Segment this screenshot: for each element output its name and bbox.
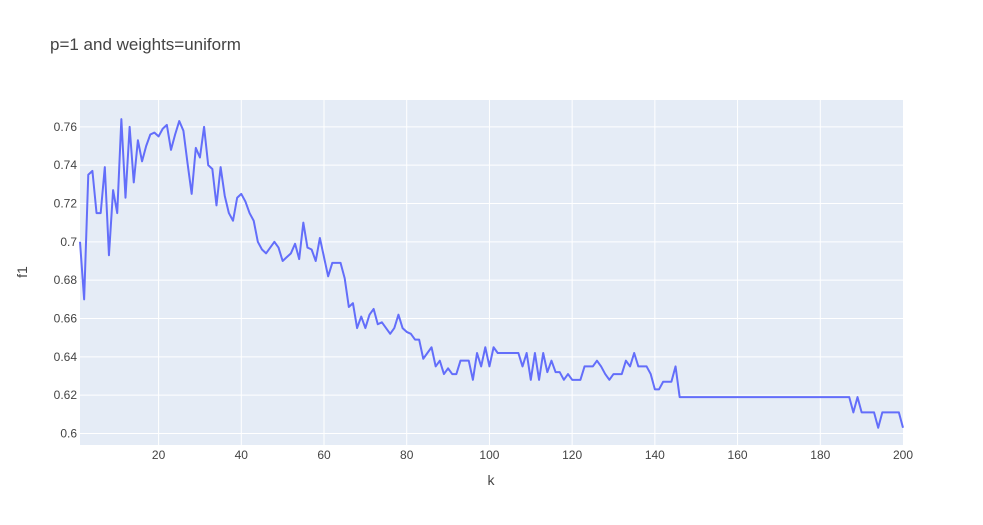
x-tick-label: 160	[728, 448, 748, 462]
y-tick-label: 0.76	[54, 120, 78, 134]
x-tick-label: 60	[317, 448, 331, 462]
y-axis-label: f1	[14, 266, 30, 278]
y-tick-label: 0.72	[54, 197, 78, 211]
x-axis-label: k	[488, 472, 496, 488]
x-tick-label: 120	[562, 448, 582, 462]
x-tick-label: 140	[645, 448, 665, 462]
x-tick-label: 100	[479, 448, 499, 462]
series-line	[79, 118, 904, 429]
grid	[80, 100, 903, 445]
y-tick-label: 0.68	[54, 273, 78, 287]
x-tick-label: 40	[235, 448, 249, 462]
y-tick-label: 0.74	[54, 158, 78, 172]
x-tick-label: 80	[400, 448, 414, 462]
x-tick-label: 200	[893, 448, 913, 462]
x-axis-ticks: 20 40 60 80 100 120 140 160 180 200	[152, 448, 913, 462]
y-tick-label: 0.7	[60, 235, 77, 249]
x-tick-label: 20	[152, 448, 166, 462]
y-tick-label: 0.66	[54, 312, 78, 326]
y-tick-label: 0.62	[54, 388, 78, 402]
y-tick-label: 0.64	[54, 350, 78, 364]
y-axis-ticks: 0.6 0.62 0.64 0.66 0.68 0.7 0.72 0.74 0.76	[54, 120, 78, 441]
plot-area	[80, 100, 903, 445]
x-tick-label: 180	[810, 448, 830, 462]
chart-title: p=1 and weights=uniform	[50, 35, 241, 54]
y-tick-label: 0.6	[60, 427, 77, 441]
